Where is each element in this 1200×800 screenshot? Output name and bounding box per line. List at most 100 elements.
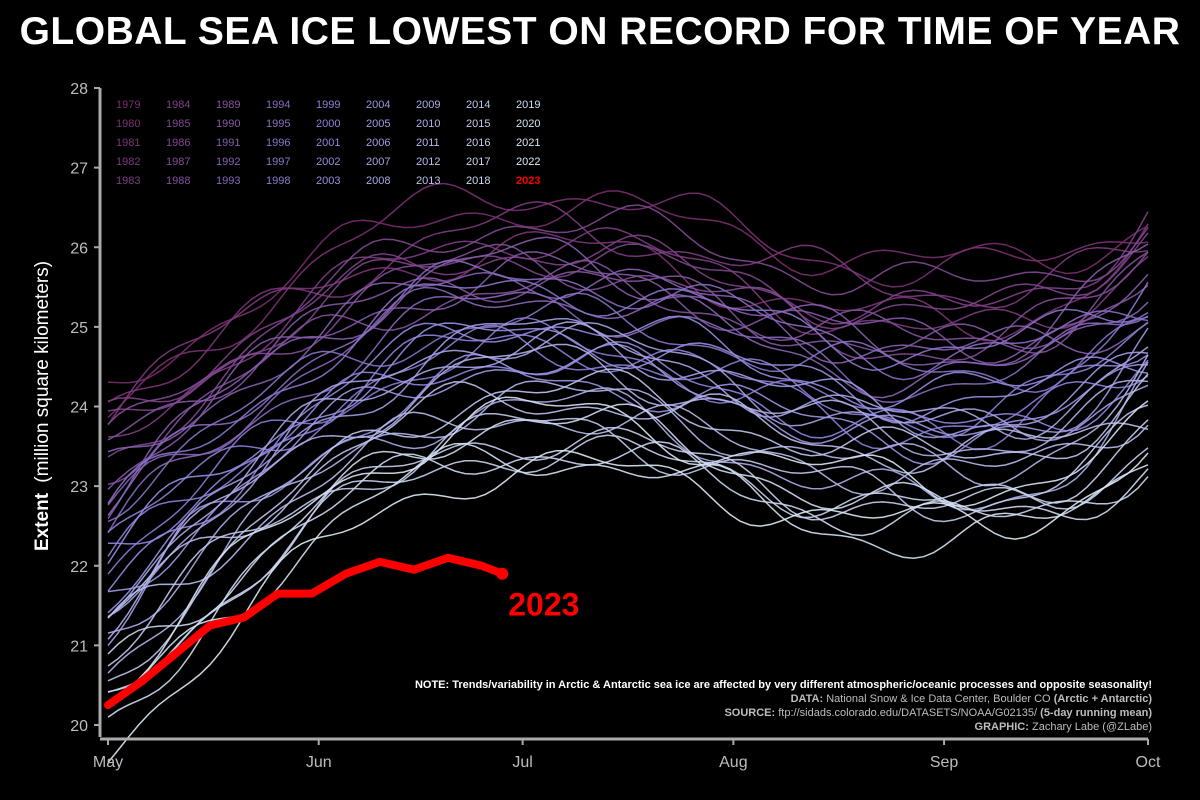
data-bold: (Arctic + Antarctic): [1053, 693, 1152, 705]
legend-item-2020: 2020: [516, 118, 540, 130]
source-credit: SOURCE: ftp://sidads.colorado.edu/DATASE…: [415, 706, 1152, 720]
legend-item-2005: 2005: [366, 118, 390, 130]
year-line-2019: [107, 403, 1149, 718]
historical-lines: [107, 182, 1149, 763]
legend-item-1986: 1986: [166, 137, 190, 149]
legend-item-1989: 1989: [216, 99, 240, 111]
legend-item-2007: 2007: [366, 156, 390, 168]
legend-item-1987: 1987: [166, 156, 190, 168]
legend-item-2009: 2009: [416, 99, 440, 111]
year-line-1995: [107, 259, 1149, 516]
legend-item-1997: 1997: [266, 156, 290, 168]
year-line-1997: [107, 279, 1149, 504]
line-2023: [104, 553, 507, 710]
x-tick-label: Aug: [719, 754, 747, 771]
legend-item-2016: 2016: [466, 137, 490, 149]
y-axis-label: Extent (million square kilometers): [32, 261, 53, 551]
year-line-2004: [107, 353, 1148, 614]
y-tick-label: 22: [70, 559, 88, 576]
source-label: SOURCE:: [724, 707, 776, 719]
year-line-2003: [107, 322, 1149, 565]
year-line-1988: [107, 251, 1149, 486]
y-tick-label: 27: [70, 161, 88, 178]
legend-item-1998: 1998: [266, 175, 290, 187]
year-line-1990: [107, 251, 1149, 490]
legend-item-2014: 2014: [466, 99, 490, 111]
y-tick-label: 24: [70, 400, 88, 417]
chart-notes: NOTE: Trends/variability in Arctic & Ant…: [415, 678, 1152, 734]
year-line-2022: [107, 449, 1149, 763]
legend-item-2015: 2015: [466, 118, 490, 130]
year-line-2015: [107, 404, 1149, 667]
legend-item-1991: 1991: [216, 137, 240, 149]
x-tick-label: May: [93, 754, 123, 771]
legend-item-1979: 1979: [116, 99, 140, 111]
year-line-2017: [107, 419, 1149, 693]
highlight-series: 2023: [104, 553, 579, 710]
legend-item-1983: 1983: [116, 175, 140, 187]
year-line-2016: [107, 426, 1149, 694]
legend: 1979 1980 1981 1982 1983 1984 1985 1986 1987 1988…: [116, 99, 540, 187]
legend-item-2002: 2002: [316, 156, 340, 168]
legend-item-2021: 2021: [516, 137, 540, 149]
legend-item-1981: 1981: [116, 137, 140, 149]
year-line-1984: [107, 211, 1149, 403]
legend-item-1996: 1996: [266, 137, 290, 149]
legend-item-2022: 2022: [516, 156, 540, 168]
legend-item-1990: 1990: [216, 118, 240, 130]
y-tick-label: 23: [70, 479, 88, 496]
source-text: ftp://sidads.colorado.edu/DATASETS/NOAA/…: [778, 707, 1038, 719]
year-line-2008: [107, 321, 1149, 619]
legend-item-1984: 1984: [166, 99, 190, 111]
year-line-2020: [107, 442, 1149, 709]
y-tick-label: 28: [70, 81, 88, 98]
y-axis-label-bold: Extent: [32, 492, 53, 551]
year-line-2021: [107, 396, 1149, 705]
note-line: NOTE: Trends/variability in Arctic & Ant…: [414, 679, 1152, 691]
endpoint-2023: [496, 567, 509, 580]
year-line-2002: [107, 315, 1149, 592]
legend-item-2019: 2019: [516, 99, 540, 111]
legend-item-1995: 1995: [266, 118, 290, 130]
year-line-1981: [107, 223, 1149, 403]
year-line-1994: [107, 291, 1149, 534]
x-tick-label: Jul: [512, 754, 532, 771]
y-tick-label: 20: [70, 718, 88, 735]
legend-item-2000: 2000: [316, 118, 340, 130]
source-bold: (5-day running mean): [1040, 707, 1152, 719]
y-tick-label: 26: [70, 240, 88, 257]
year-line-1982: [107, 201, 1149, 426]
legend-item-2023: 2023: [516, 175, 540, 187]
legend-item-2013: 2013: [416, 175, 440, 187]
legend-item-2011: 2011: [416, 137, 440, 149]
y-axis-label-rest: (million square kilometers): [32, 261, 53, 483]
legend-item-2010: 2010: [416, 118, 440, 130]
year-line-2007: [107, 321, 1149, 618]
page-title: GLOBAL SEA ICE LOWEST ON RECORD FOR TIME…: [19, 10, 1181, 53]
year-line-1985: [107, 232, 1149, 412]
legend-item-1992: 1992: [216, 156, 240, 168]
x-tick-label: Jun: [306, 754, 332, 771]
graphic-credit: GRAPHIC: Zachary Labe (@ZLabe): [415, 720, 1152, 734]
graphic-text: Zachary Labe (@ZLabe): [1031, 721, 1152, 733]
year-line-2014: [107, 368, 1149, 682]
legend-item-2001: 2001: [316, 137, 340, 149]
legend-item-2008: 2008: [366, 175, 390, 187]
x-tick-label: Sep: [930, 754, 959, 771]
legend-item-2018: 2018: [466, 175, 490, 187]
legend-item-2003: 2003: [316, 175, 340, 187]
year-line-2006: [107, 317, 1149, 646]
y-tick-label: 21: [70, 638, 88, 655]
year-line-2012: [107, 403, 1149, 619]
data-label: DATA:: [790, 693, 824, 705]
legend-item-1985: 1985: [166, 118, 190, 130]
legend-item-1994: 1994: [266, 99, 290, 111]
graphic-label: GRAPHIC:: [974, 721, 1029, 733]
legend-item-1993: 1993: [216, 175, 240, 187]
year-line-2011: [107, 354, 1149, 674]
x-tick-label: Oct: [1136, 754, 1161, 771]
year-line-1996: [107, 292, 1149, 523]
legend-item-1982: 1982: [116, 156, 140, 168]
